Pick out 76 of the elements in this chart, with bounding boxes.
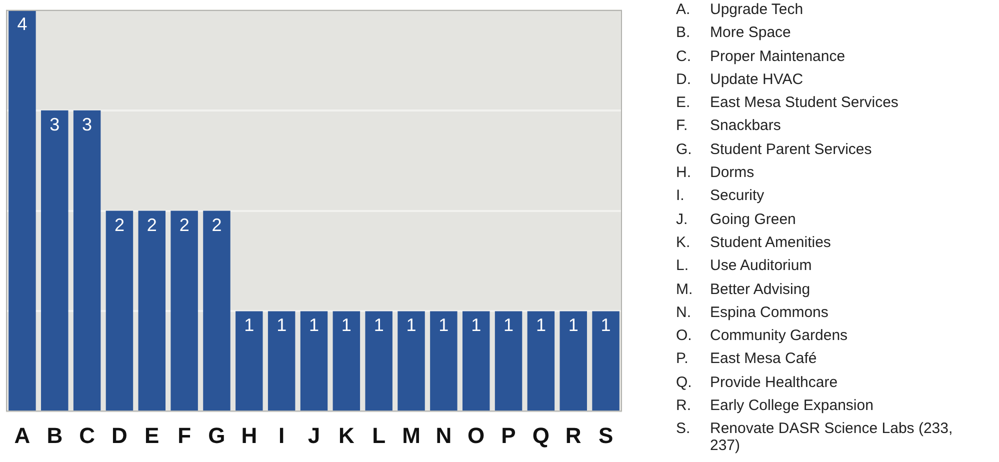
x-tick-label: G xyxy=(208,422,226,448)
data-label: 2 xyxy=(114,214,124,235)
bar xyxy=(332,311,360,411)
text: A. Upgrade Tech xyxy=(676,1,804,18)
text: H. Dorms xyxy=(676,164,754,182)
bar xyxy=(300,311,328,411)
data-label: 1 xyxy=(600,315,611,336)
x-tick-label: N xyxy=(436,422,452,448)
bar xyxy=(41,110,68,411)
x-tick-label: C xyxy=(79,422,96,448)
data-label: 1 xyxy=(406,315,416,336)
bar xyxy=(138,210,166,411)
x-tick-label: K xyxy=(338,422,354,448)
x-tick-label: A xyxy=(14,422,30,448)
x-tick-label: L xyxy=(372,422,386,448)
data-label: 3 xyxy=(50,114,60,134)
text: B. More Space xyxy=(676,24,791,42)
bar xyxy=(398,311,425,411)
text: G. Student Parent Services xyxy=(676,140,872,158)
text: J. Going Green xyxy=(676,210,796,228)
text: C. Proper Maintenance xyxy=(676,48,846,65)
data-label: 1 xyxy=(536,315,546,336)
text: E. East Mesa Student Services xyxy=(676,94,898,112)
x-tick-label: R xyxy=(565,422,582,448)
bar xyxy=(106,210,134,411)
bar xyxy=(73,110,101,411)
data-label: 1 xyxy=(471,315,482,336)
x-tick-label: J xyxy=(308,422,320,448)
bar xyxy=(203,210,230,411)
data-label: 2 xyxy=(212,214,222,235)
data-label: 1 xyxy=(244,315,254,336)
bar xyxy=(170,210,198,411)
data-label: 1 xyxy=(341,315,352,336)
x-tick-label: S xyxy=(598,422,614,448)
text: S. Renovate DASR Science Labs (233, 237) xyxy=(676,420,953,454)
data-label: 1 xyxy=(504,315,514,336)
data-label: 1 xyxy=(568,315,578,336)
x-tick-label: M xyxy=(402,422,420,448)
x-tick-label: D xyxy=(112,422,128,448)
data-label: 2 xyxy=(146,214,157,235)
data-label: 3 xyxy=(82,114,92,134)
x-tick-label: P xyxy=(501,422,516,448)
data-label: 1 xyxy=(438,315,449,336)
data-label: 1 xyxy=(276,315,287,336)
data-label: 4 xyxy=(17,14,28,34)
bar xyxy=(494,311,522,411)
text: I. Security xyxy=(676,187,764,204)
x-tick-label: E xyxy=(144,422,160,448)
bar xyxy=(8,10,36,411)
bar xyxy=(560,311,587,411)
x-tick-label: I xyxy=(278,422,285,448)
x-tick-label: B xyxy=(46,422,63,448)
bar xyxy=(527,311,555,411)
bar xyxy=(592,311,620,411)
text: Q. Provide Healthcare xyxy=(676,374,838,391)
bar xyxy=(236,311,263,411)
text: O. Community Gardens xyxy=(676,327,848,344)
x-tick-label: F xyxy=(178,422,192,448)
data-label: 1 xyxy=(374,315,384,336)
x-tick-label: O xyxy=(468,422,485,448)
text: M. Better Advising xyxy=(676,280,812,300)
bar xyxy=(268,311,296,411)
text: L. Use Auditorium xyxy=(676,257,812,274)
text: K. Student Amenities xyxy=(676,234,831,251)
x-tick-label: Q xyxy=(532,422,550,448)
text: N. Espina Commons xyxy=(676,304,828,321)
text: R. Early College Expansion xyxy=(676,397,874,414)
bar xyxy=(462,311,490,411)
data-label: 2 xyxy=(179,214,190,235)
bar xyxy=(365,311,392,411)
text: D. Update HVAC xyxy=(676,70,804,88)
text: P. East Mesa Café xyxy=(676,350,817,368)
x-tick-label: H xyxy=(241,422,258,448)
data-label: 1 xyxy=(308,315,320,336)
bar xyxy=(430,311,458,411)
text: F. Snackbars xyxy=(676,117,781,134)
